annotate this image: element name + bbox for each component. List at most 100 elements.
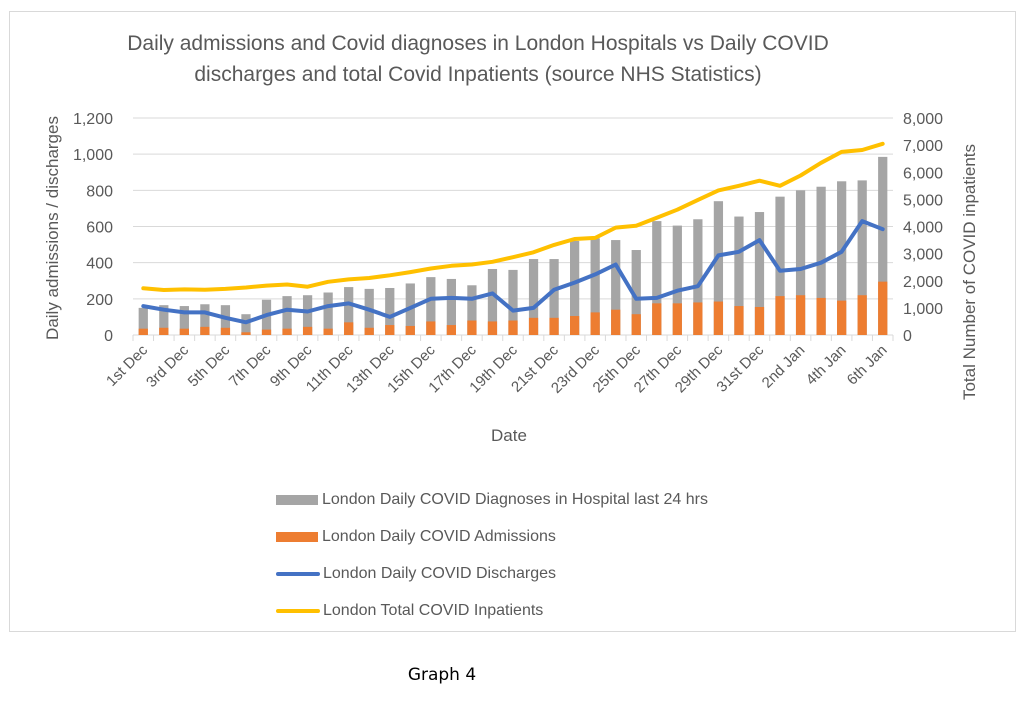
- bar-admissions: [241, 332, 251, 335]
- y-tick-label: 1,200: [73, 111, 113, 128]
- bar-admissions: [570, 316, 580, 335]
- bar-admissions: [590, 312, 600, 335]
- y-tick-label: 1,000: [73, 147, 113, 164]
- bar-diagnoses: [302, 295, 313, 335]
- y-tick-label: 200: [86, 292, 113, 309]
- bar-diagnoses: [672, 225, 682, 335]
- y-axis-left-label: Daily admissions / discharges: [43, 116, 62, 340]
- legend-label-inpatients: London Total COVID Inpatients: [323, 601, 544, 619]
- bar-diagnoses: [528, 259, 539, 335]
- bar-admissions: [179, 328, 189, 335]
- bar-admissions: [405, 325, 415, 335]
- bar-admissions: [693, 302, 703, 335]
- bar-diagnoses: [837, 181, 847, 335]
- bar-diagnoses: [487, 268, 498, 335]
- y2-tick-label: 7,000: [903, 138, 943, 155]
- legend-swatch-admissions: [276, 531, 318, 542]
- legend-item-inpatients: London Total COVID Inpatients: [276, 592, 708, 629]
- y2-tick-label: 6,000: [903, 165, 943, 182]
- y2-tick-label: 3,000: [903, 247, 943, 264]
- legend-label-admissions: London Daily COVID Admissions: [322, 527, 556, 545]
- bar-diagnoses: [795, 190, 806, 335]
- x-tick-label: 6th Jan: [844, 342, 891, 389]
- bar-admissions: [446, 325, 456, 335]
- x-tick-label: 3rd Dec: [143, 341, 193, 391]
- bar-diagnoses: [138, 307, 148, 335]
- y-tick-label: 400: [86, 256, 113, 273]
- bar-admissions: [467, 320, 477, 335]
- line-series: [141, 141, 885, 325]
- bar-admissions: [775, 296, 785, 335]
- chart-title-line-2: discharges and total Covid Inpatients (s…: [194, 63, 762, 86]
- x-tick-label: 1st Dec: [103, 341, 151, 389]
- chart-title-line-1: Daily admissions and Covid diagnoses in …: [127, 32, 829, 55]
- x-axis-label: Date: [491, 426, 527, 445]
- bar-admissions: [713, 301, 724, 335]
- bar-diagnoses: [734, 216, 744, 335]
- x-tick-label: 5th Dec: [185, 341, 234, 390]
- y-axis-right-label: Total Number of COVID inpatients: [960, 144, 979, 400]
- bar-diagnoses: [611, 240, 621, 335]
- legend-label-diagnoses: London Daily COVID Diagnoses in Hospital…: [322, 490, 708, 508]
- bar-diagnoses: [261, 299, 272, 335]
- bar-admissions: [795, 295, 806, 335]
- legend-item-diagnoses: London Daily COVID Diagnoses in Hospital…: [276, 481, 708, 518]
- bar-admissions: [734, 306, 744, 335]
- bar-diagnoses: [467, 285, 477, 335]
- bar-admissions: [549, 317, 559, 335]
- bar-admissions: [426, 321, 436, 335]
- bar-diagnoses: [693, 219, 703, 335]
- gridlines: [132, 117, 894, 341]
- bar-admissions: [364, 327, 374, 335]
- legend-swatch-discharges: [276, 571, 320, 576]
- bar-admissions: [631, 314, 641, 335]
- bar-admissions: [138, 328, 148, 335]
- legend-item-admissions: London Daily COVID Admissions: [276, 518, 708, 555]
- y2-tick-label: 4,000: [903, 220, 943, 237]
- bar-admissions: [282, 328, 292, 335]
- bar-diagnoses: [364, 288, 374, 335]
- legend: London Daily COVID Diagnoses in Hospital…: [276, 481, 708, 629]
- legend-label-discharges: London Daily COVID Discharges: [323, 564, 556, 582]
- bar-diagnoses: [652, 221, 662, 335]
- line-inpatients: [141, 141, 885, 292]
- bar-diagnoses: [446, 278, 456, 335]
- bar-diagnoses: [631, 250, 641, 335]
- x-tick-label: 7th Dec: [226, 341, 275, 390]
- bar-admissions: [672, 303, 682, 335]
- bar-admissions: [261, 329, 272, 335]
- bar-admissions: [528, 317, 539, 335]
- bar-admissions: [159, 327, 169, 335]
- bar-admissions: [611, 309, 621, 335]
- legend-swatch-diagnoses: [276, 494, 318, 505]
- bar-admissions: [487, 321, 498, 335]
- graph-caption: Graph 4: [407, 665, 477, 685]
- y-axis-left-ticks: 0 200 400 600 800 1,000 1,200: [73, 111, 113, 345]
- bar-admissions: [385, 325, 395, 335]
- chart-title: Daily admissions and Covid diagnoses in …: [8, 28, 948, 90]
- bar-diagnoses: [200, 304, 210, 335]
- y-tick-label: 0: [104, 328, 113, 345]
- bar-diagnoses: [426, 277, 436, 335]
- x-tick-label: 4th Jan: [803, 342, 850, 389]
- bar-admissions: [323, 328, 333, 335]
- bar-series: [138, 156, 888, 335]
- bar-diagnoses: [385, 287, 395, 335]
- bar-admissions: [878, 281, 888, 335]
- bar-diagnoses: [775, 196, 785, 335]
- y2-tick-label: 2,000: [903, 274, 943, 291]
- bar-admissions: [816, 297, 826, 335]
- bar-diagnoses: [220, 305, 231, 335]
- y2-tick-label: 8,000: [903, 111, 943, 128]
- bar-admissions: [344, 322, 354, 335]
- bar-admissions: [754, 306, 765, 335]
- legend-item-discharges: London Daily COVID Discharges: [276, 555, 708, 592]
- bar-diagnoses: [878, 156, 888, 335]
- bar-diagnoses: [508, 269, 518, 335]
- bar-diagnoses: [241, 314, 251, 335]
- bar-diagnoses: [323, 292, 333, 335]
- bar-admissions: [857, 295, 867, 335]
- line-discharges: [141, 219, 885, 325]
- x-tick-label: 2nd Jan: [759, 342, 809, 392]
